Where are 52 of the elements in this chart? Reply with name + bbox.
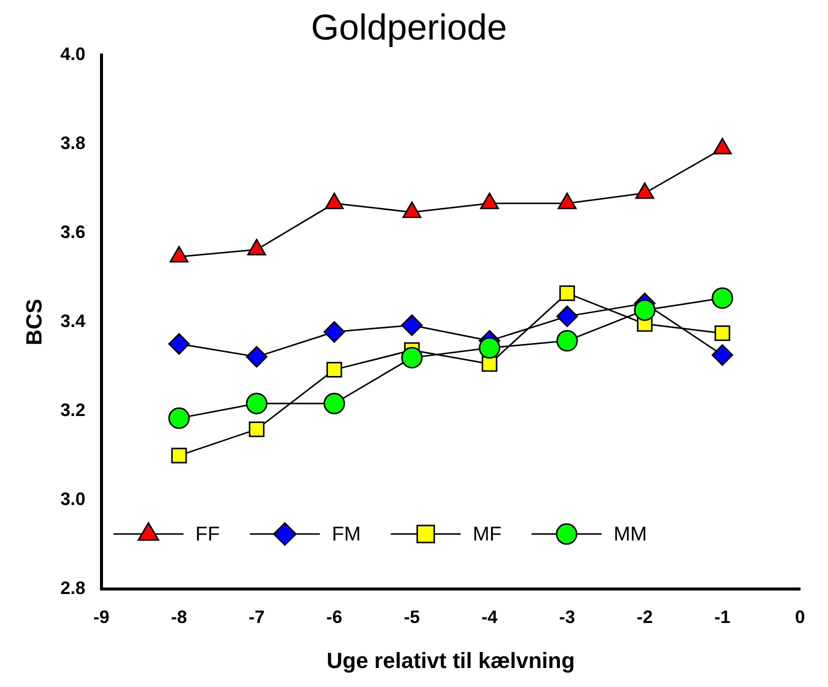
point	[170, 246, 188, 262]
legend-label: MF	[472, 524, 502, 546]
point	[401, 346, 423, 368]
point	[246, 346, 268, 368]
point	[402, 201, 422, 218]
point	[714, 325, 730, 342]
point	[556, 306, 578, 328]
y-axis-title: BCS	[21, 298, 46, 346]
y-tick-label: 4.0	[60, 44, 86, 64]
point	[324, 392, 346, 414]
y-tick-label: 3.0	[60, 489, 86, 509]
point	[324, 192, 344, 210]
point	[635, 182, 654, 199]
point	[324, 321, 346, 343]
legend-label: FM	[332, 524, 361, 546]
y-tick-label: 3.8	[60, 133, 86, 154]
point	[246, 392, 268, 414]
point	[478, 337, 500, 359]
point	[326, 362, 342, 378]
x-tick-label: -4	[482, 606, 498, 627]
legend-label: FF	[195, 524, 220, 546]
x-tick-label: -1	[714, 606, 730, 627]
y-tick-label: 3.2	[60, 400, 86, 420]
point	[248, 421, 264, 438]
point	[712, 287, 734, 309]
x-tick-label: -9	[93, 606, 110, 627]
point	[559, 285, 575, 302]
x-tick-label: -6	[326, 606, 342, 627]
point	[712, 344, 734, 366]
x-tick-label: -8	[171, 606, 188, 627]
x-tick-label: -2	[636, 606, 653, 627]
x-tick-label: 0	[794, 606, 806, 627]
y-tick-label: 3.4	[60, 311, 86, 332]
point	[480, 192, 499, 210]
y-tick-label: 3.6	[60, 222, 86, 242]
point	[556, 330, 578, 352]
point	[168, 407, 190, 429]
point	[247, 238, 266, 256]
x-tick-label: -3	[559, 606, 576, 627]
x-axis-title: Uge relativt til kælvning	[326, 648, 575, 673]
point	[634, 299, 656, 321]
point	[482, 356, 498, 372]
point	[168, 333, 190, 355]
x-tick-label: -5	[404, 606, 420, 627]
chart-title: Goldperiode	[310, 6, 508, 48]
x-tick-label: -7	[248, 606, 265, 627]
legend-label: MM	[614, 524, 647, 546]
y-tick-label: 2.8	[60, 578, 86, 598]
point	[558, 192, 577, 210]
point	[401, 314, 423, 336]
point	[712, 138, 732, 154]
point	[171, 448, 187, 464]
